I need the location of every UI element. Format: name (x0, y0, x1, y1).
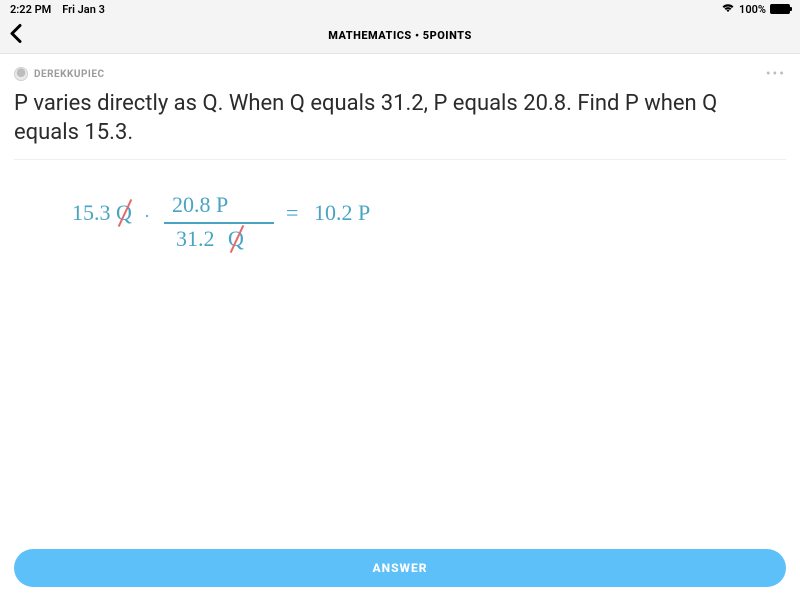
avatar (14, 67, 28, 81)
back-button[interactable] (8, 23, 24, 48)
user-row: DEREKKUPIEC ••• (14, 64, 786, 84)
status-bar: 2:22 PM Fri Jan 3 100% (0, 0, 800, 18)
battery-percent: 100% (739, 3, 766, 16)
fraction-line (164, 222, 274, 224)
hw-denominator-val: 31.2 (176, 226, 215, 252)
nav-bar: MATHEMATICS • 5POINTS (0, 18, 800, 54)
strike-icon (114, 198, 134, 228)
answer-button[interactable]: ANSWER (14, 549, 786, 587)
status-time: 2:22 PM (10, 3, 51, 16)
hw-lhs-coeff: 15.3 (72, 200, 111, 226)
status-left: 2:22 PM Fri Jan 3 (10, 3, 105, 16)
question-card: DEREKKUPIEC ••• P varies directly as Q. … (0, 54, 800, 601)
wifi-icon (721, 3, 735, 16)
handwriting-area: 15.3 Q · 20.8 P 31.2 Q = 10.2 P (14, 160, 786, 490)
strike-icon (226, 224, 246, 254)
question-text: P varies directly as Q. When Q equals 31… (14, 84, 786, 160)
battery-icon (770, 4, 790, 14)
hw-dot: · (144, 206, 150, 227)
hw-numerator: 20.8 P (172, 192, 228, 218)
more-options-icon[interactable]: ••• (766, 66, 786, 82)
status-right: 100% (721, 3, 790, 16)
hw-equals: = (286, 200, 298, 226)
nav-title: MATHEMATICS • 5POINTS (328, 29, 472, 42)
username[interactable]: DEREKKUPIEC (34, 69, 105, 80)
status-date: Fri Jan 3 (62, 3, 105, 16)
hw-rhs: 10.2 P (314, 200, 370, 226)
